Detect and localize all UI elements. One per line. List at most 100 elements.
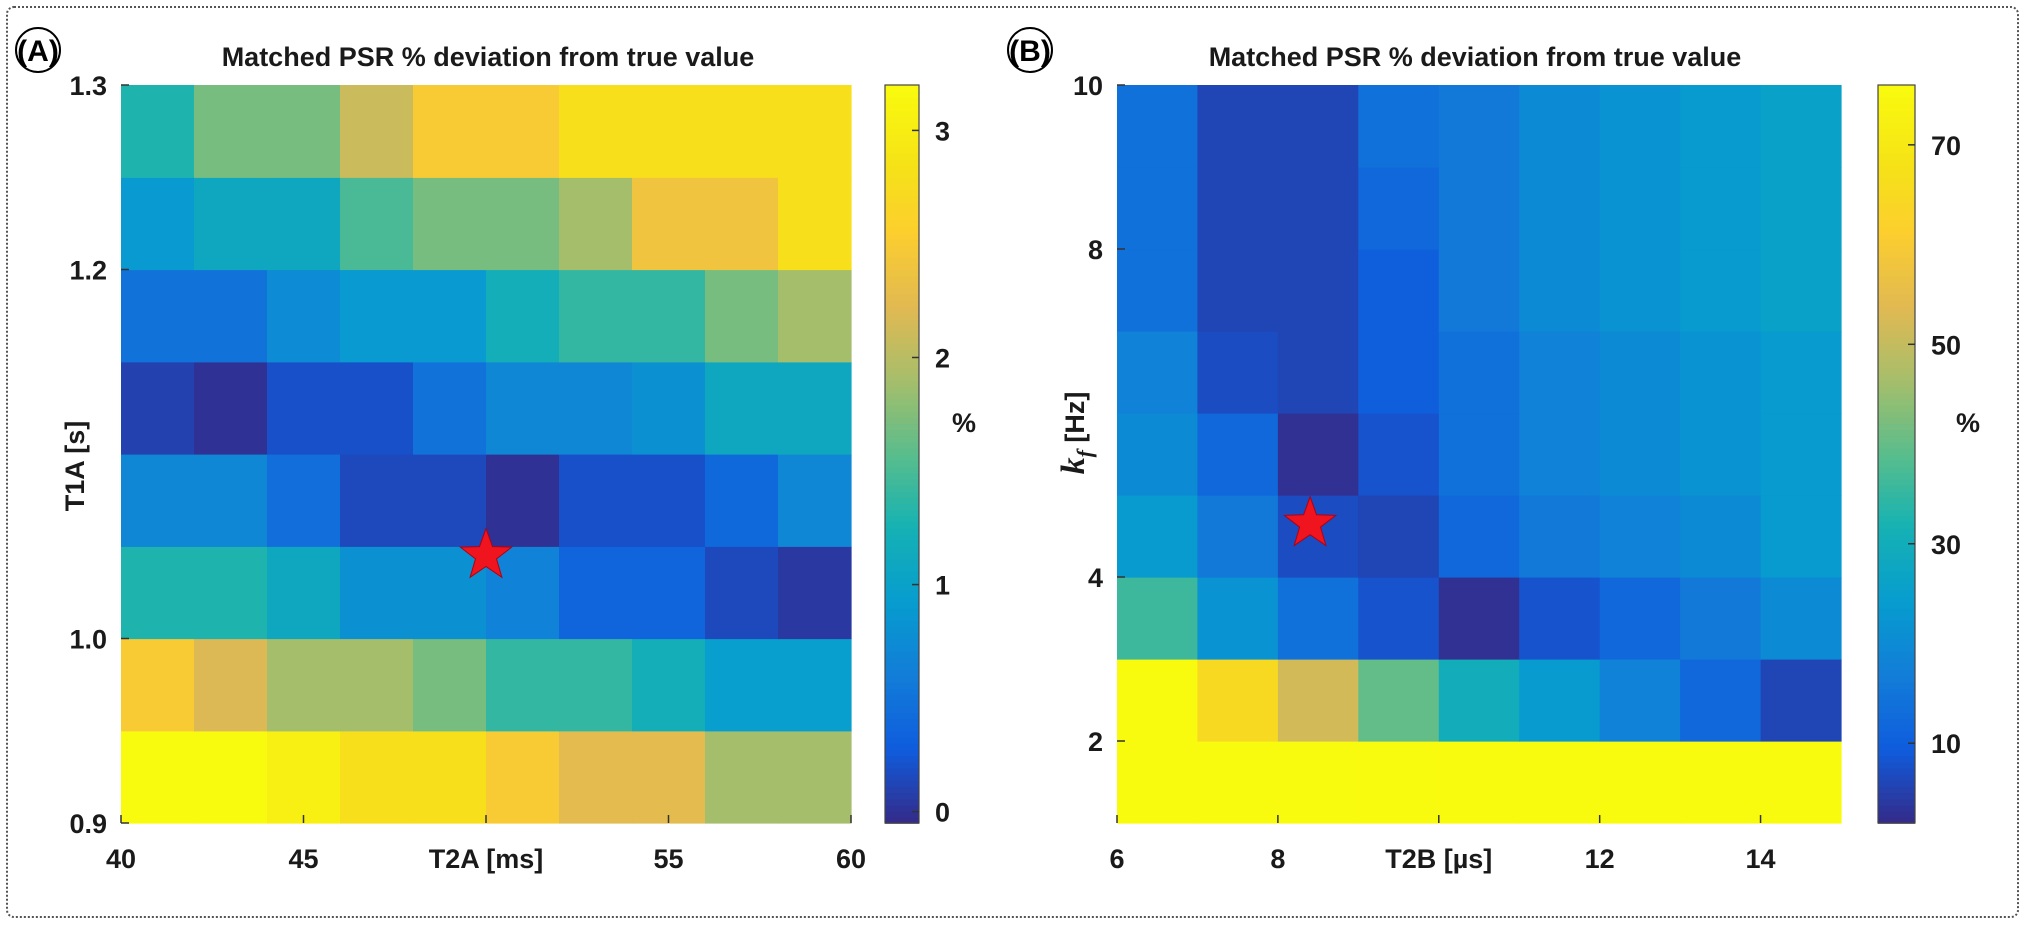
- heatmap-cell: [1519, 413, 1601, 496]
- heatmap-cell: [1760, 85, 1842, 168]
- heatmap-cell: [486, 730, 560, 824]
- heatmap-cell: [486, 85, 560, 178]
- colorbar-segment: [1878, 669, 1915, 677]
- heatmap-cell: [1277, 331, 1359, 414]
- y-tick-label: 1.2: [69, 256, 107, 286]
- panel-a-colorbar: 0 1 2 3: [884, 84, 950, 828]
- heatmap-cell: [1519, 85, 1601, 168]
- colorbar-segment: [885, 140, 919, 148]
- heatmap-cell: [267, 546, 341, 640]
- heatmap-cell: [1438, 577, 1520, 660]
- heatmap-cell: [1760, 741, 1842, 824]
- colorbar-segment: [885, 294, 919, 302]
- colorbar-segment: [885, 208, 919, 215]
- heatmap-cell: [1358, 249, 1440, 332]
- colorbar-segment: [1878, 521, 1915, 529]
- colorbar-segment: [1878, 121, 1915, 129]
- x-tick-label: 45: [288, 844, 318, 874]
- heatmap-cell: [486, 454, 560, 547]
- heatmap-cell: [705, 177, 779, 271]
- colorbar-segment: [1878, 183, 1915, 191]
- heatmap-cell: [121, 177, 195, 271]
- colorbar-segment: [1878, 214, 1915, 222]
- heatmap-cell: [705, 546, 779, 640]
- colorbar-segment: [885, 595, 919, 603]
- colorbar-segment: [885, 109, 919, 117]
- heatmap-cell: [1599, 167, 1681, 250]
- colorbar-segment: [885, 632, 919, 640]
- panel-b-colorbar-label: %: [1956, 408, 1980, 438]
- panel-a-colorbar-label: %: [952, 408, 976, 438]
- heatmap-cell: [559, 85, 633, 178]
- panel-b-y-axis-label: kf [Hz]: [1055, 392, 1097, 475]
- colorbar-segment: [1878, 626, 1915, 634]
- colorbar-segment: [885, 121, 919, 129]
- heatmap-cell: [632, 730, 706, 824]
- colorbar-segment: [1878, 743, 1915, 750]
- heatmap-cell: [486, 546, 560, 640]
- colorbar-segment: [885, 361, 919, 369]
- colorbar-segment: [885, 164, 919, 172]
- heatmap-cell: [1438, 741, 1520, 824]
- colorbar-segment: [885, 804, 919, 812]
- heatmap-cell: [1197, 659, 1279, 742]
- heatmap-cell: [559, 638, 633, 732]
- heatmap-cell: [1277, 85, 1359, 168]
- panel-a-x-ticks: 40 45 T2A [ms] 55 60: [106, 815, 866, 874]
- colorbar-segment: [1878, 367, 1915, 375]
- heatmap-cell: [194, 454, 268, 547]
- heatmap-cell: [1438, 331, 1520, 414]
- colorbar-segment: [1878, 386, 1915, 394]
- colorbar-outline: [1877, 84, 1916, 824]
- heatmap-cell: [778, 269, 852, 363]
- heatmap-cell: [1680, 741, 1762, 824]
- heatmap-cell: [778, 177, 852, 271]
- colorbar-segment: [1878, 404, 1915, 412]
- panel-b-letter: (B): [1009, 35, 1051, 68]
- colorbar-segment: [1878, 792, 1915, 800]
- heatmap-cell: [121, 85, 195, 178]
- panel-a-y-axis-label: T1A [s]: [60, 421, 90, 512]
- colorbar-segment: [1878, 546, 1915, 554]
- colorbar-segment: [885, 527, 919, 535]
- heatmap-cell: [1358, 413, 1440, 496]
- colorbar-tick-label: 50: [1931, 330, 1961, 360]
- heatmap-cell: [705, 85, 779, 178]
- heatmap-cell: [1117, 85, 1198, 168]
- colorbar-segment: [885, 656, 919, 664]
- y-tick-label: 8: [1088, 235, 1103, 265]
- colorbar-segment: [1878, 294, 1915, 302]
- colorbar-segment: [885, 201, 919, 209]
- heatmap-cell: [1358, 741, 1440, 824]
- colorbar-segment: [885, 380, 919, 388]
- colorbar-segment: [885, 103, 919, 111]
- heatmap-cell: [1760, 249, 1842, 332]
- colorbar-segment: [1878, 300, 1915, 308]
- heatmap-cell: [1117, 413, 1198, 496]
- heatmap-cell: [1760, 331, 1842, 414]
- heatmap-cell: [1117, 577, 1198, 660]
- heatmap-cell: [1680, 331, 1762, 414]
- heatmap-cell: [1277, 249, 1359, 332]
- colorbar-segment: [1878, 527, 1915, 535]
- heatmap-cell: [340, 638, 414, 732]
- heatmap-cell: [1519, 577, 1601, 660]
- heatmap-cell: [194, 546, 268, 640]
- colorbar-segment: [885, 490, 919, 498]
- x-tick-label: 40: [106, 844, 136, 874]
- colorbar-segment: [885, 509, 919, 517]
- colorbar-segment: [1878, 220, 1915, 228]
- colorbar-segment: [885, 97, 919, 105]
- heatmap-cell: [1599, 577, 1681, 660]
- heatmap-cell: [1117, 331, 1198, 414]
- colorbar-segment: [885, 460, 919, 468]
- heatmap-cell: [340, 730, 414, 824]
- colorbar-segment: [1878, 312, 1915, 320]
- heatmap-cell: [1599, 741, 1681, 824]
- colorbar-tick-label: 10: [1931, 729, 1961, 759]
- colorbar-segment: [885, 398, 919, 406]
- heatmap-cell: [1358, 167, 1440, 250]
- heatmap-cell: [1680, 167, 1762, 250]
- colorbar-segment: [885, 195, 919, 203]
- colorbar-segment: [1878, 410, 1915, 418]
